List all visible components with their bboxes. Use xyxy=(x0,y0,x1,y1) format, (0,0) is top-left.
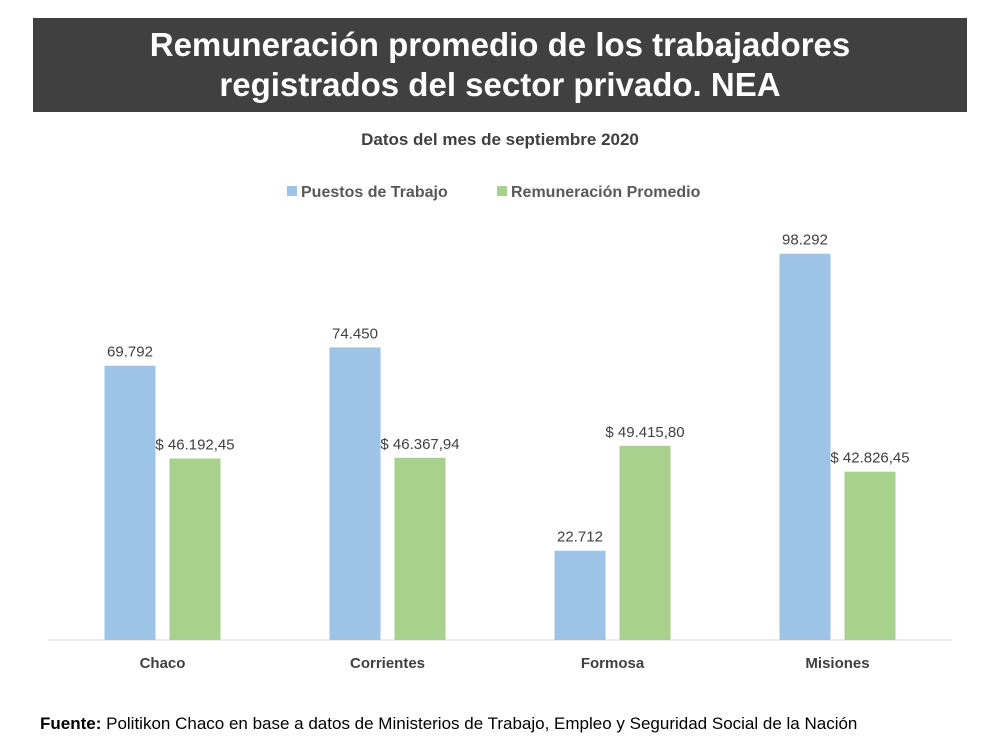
legend-swatch xyxy=(287,186,297,196)
source-label: Fuente: xyxy=(40,714,102,733)
chart-title: Remuneración promedio de los trabajadore… xyxy=(33,18,967,112)
title-line-1: Remuneración promedio de los trabajadore… xyxy=(149,26,851,63)
bar-remuneracion xyxy=(394,457,446,640)
title-line-2: registrados del sector privado. NEA xyxy=(219,66,781,103)
bar-remuneracion xyxy=(619,445,671,640)
x-tick-label: Chaco xyxy=(140,655,186,672)
data-label: 74.450 xyxy=(332,325,378,342)
bar-remuneracion xyxy=(169,458,221,640)
x-tick-label: Corrientes xyxy=(350,655,425,672)
bar-puestos xyxy=(779,253,831,640)
data-label: 69.792 xyxy=(107,344,153,361)
x-tick-label: Misiones xyxy=(805,655,869,672)
x-tick-label: Formosa xyxy=(581,655,645,672)
source-text: Politikon Chaco en base a datos de Minis… xyxy=(101,714,858,733)
data-label: $ 46.367,94 xyxy=(380,436,459,453)
data-label: $ 49.415,80 xyxy=(605,424,684,441)
data-label: 98.292 xyxy=(782,232,828,249)
data-label: $ 42.826,45 xyxy=(830,450,909,467)
bar-puestos xyxy=(554,550,606,640)
data-label: $ 46.192,45 xyxy=(155,436,234,453)
bar-puestos xyxy=(329,347,381,640)
legend-label: Puestos de Trabajo xyxy=(301,184,448,201)
legend-label: Remuneración Promedio xyxy=(511,184,701,201)
bar-chart: Puestos de Trabajo Remuneración Promedio 6… xyxy=(48,184,952,672)
legend-swatch xyxy=(497,186,507,196)
source-note: Fuente: Politikon Chaco en base a datos … xyxy=(40,714,857,734)
bar-remuneracion xyxy=(844,471,896,640)
bar-puestos xyxy=(104,365,156,640)
data-label: 22.712 xyxy=(557,529,603,546)
chart-subtitle: Datos del mes de septiembre 2020 xyxy=(361,130,639,149)
